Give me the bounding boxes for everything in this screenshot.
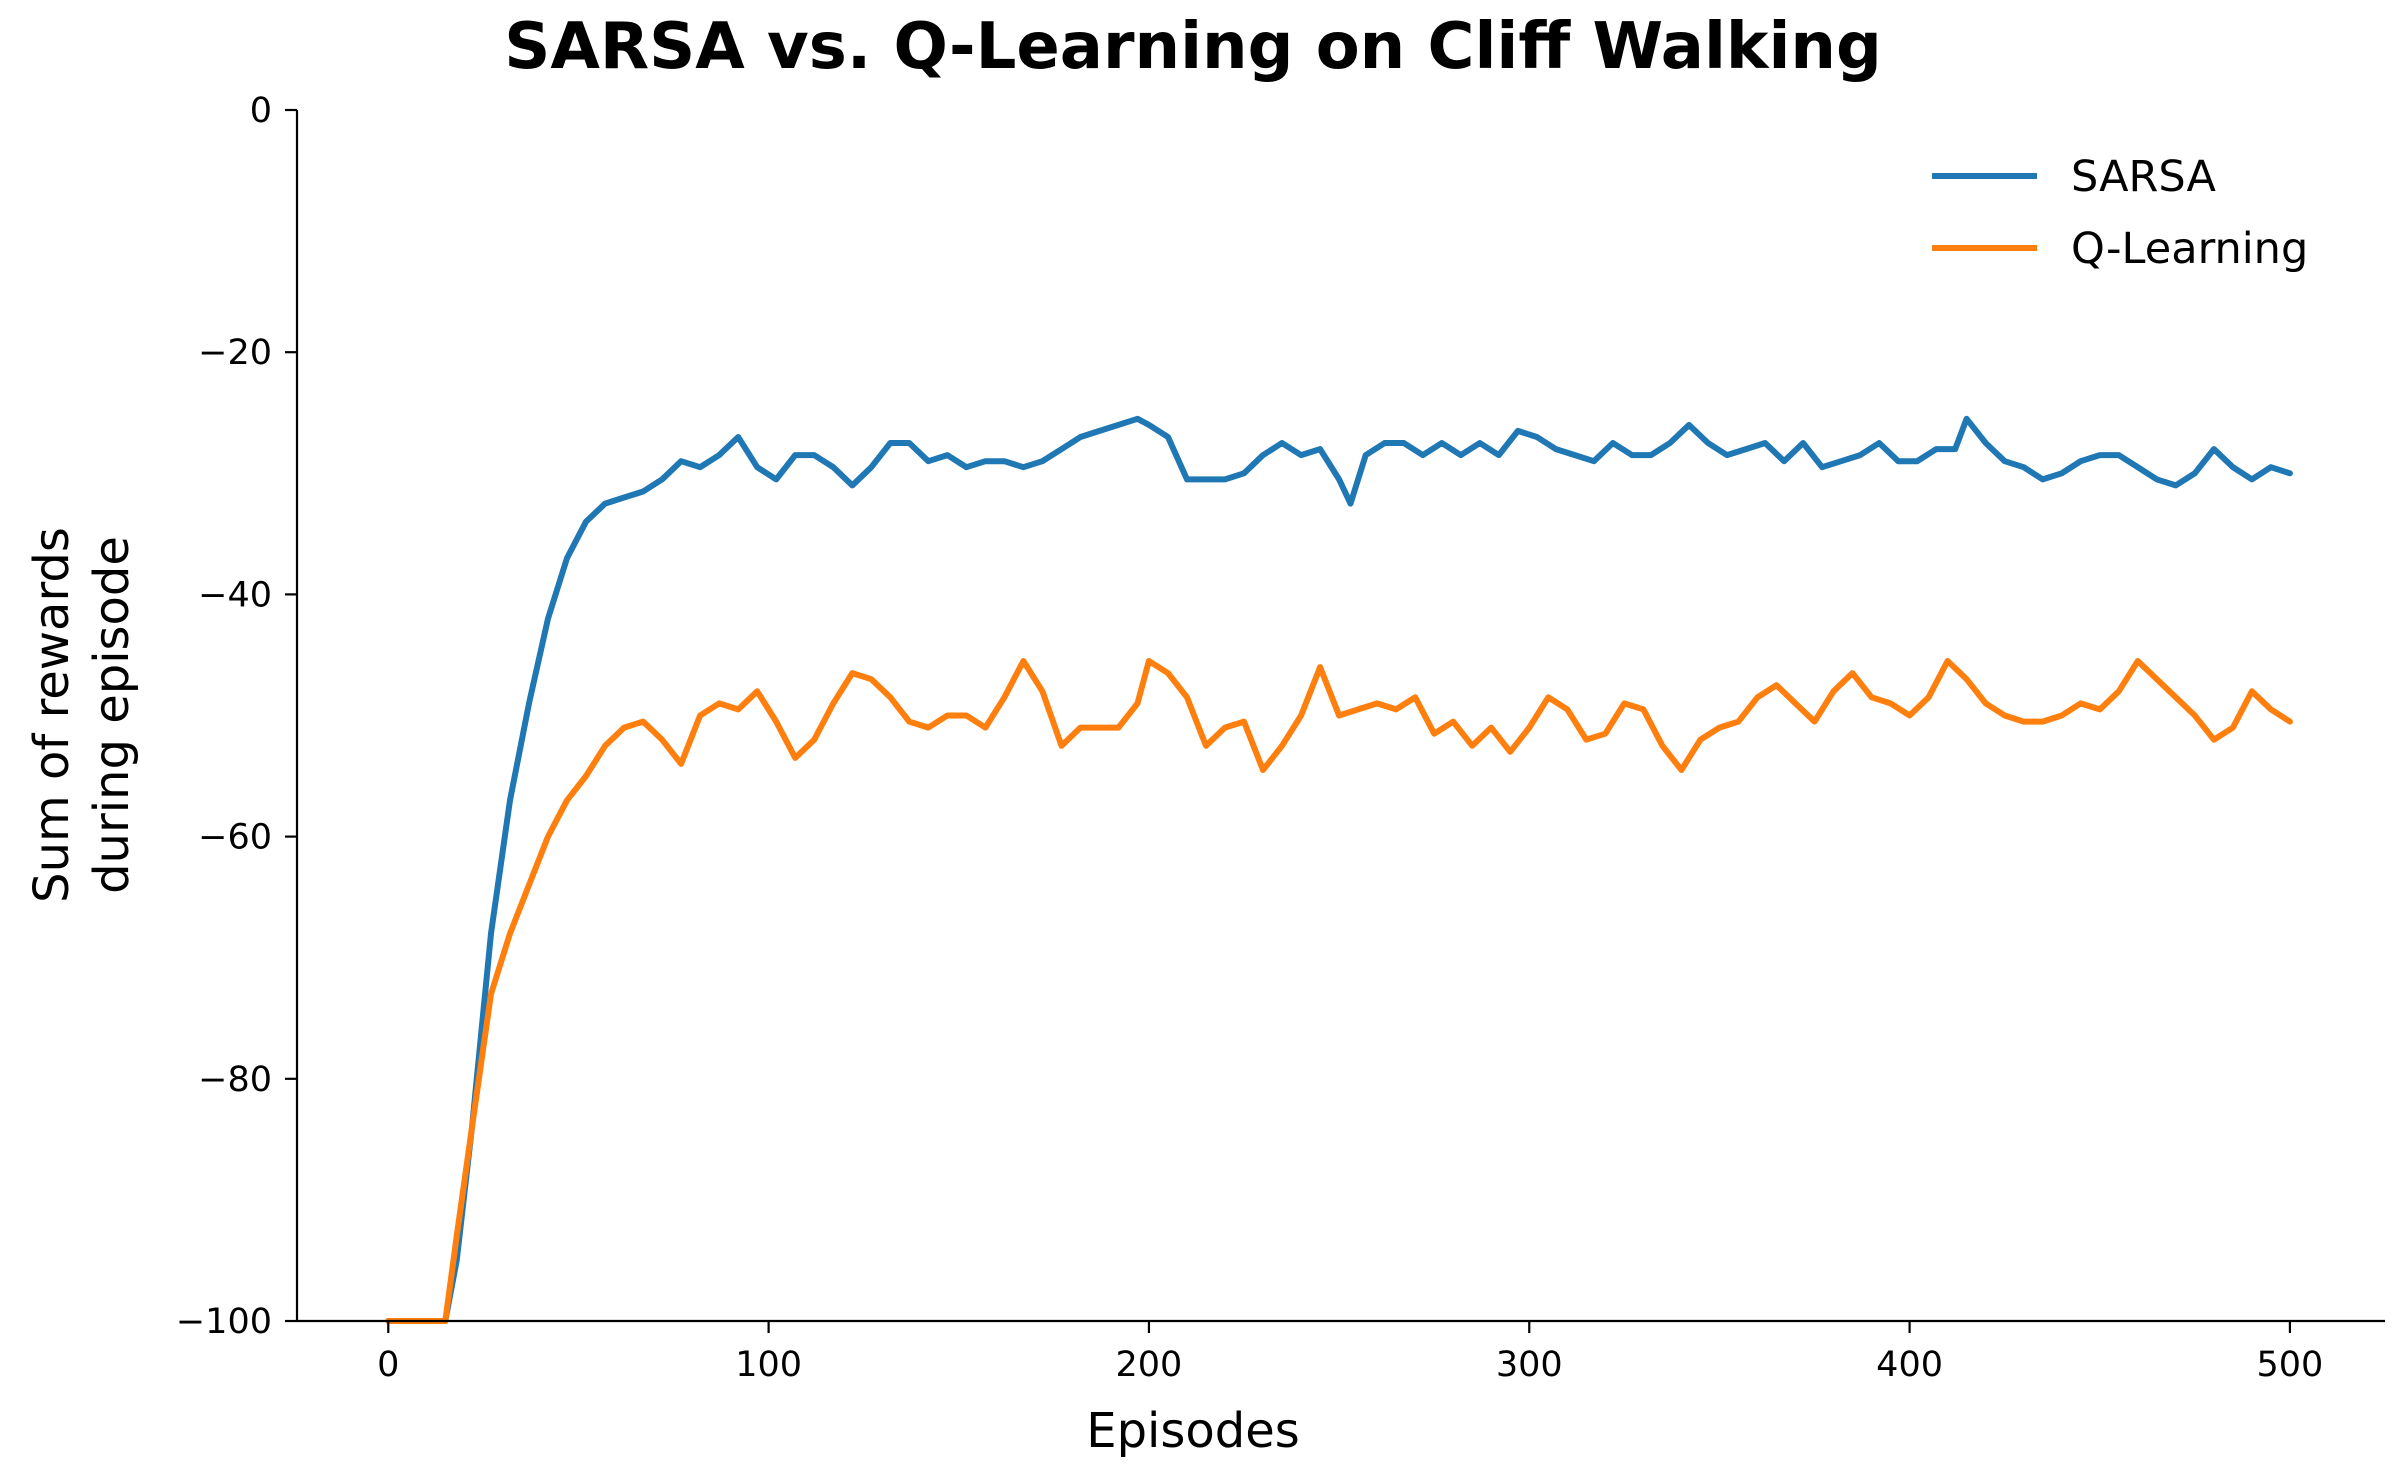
y-tick-label: −20 [198,333,272,373]
y-tick-label: 0 [250,91,272,131]
y-axis-label-line-1: Sum of rewards [24,527,80,903]
chart-title: SARSA vs. Q-Learning on Cliff Walking [504,10,1882,84]
legend: SARSA Q-Learning [1932,152,2308,274]
y-tick-label: −80 [198,1060,272,1100]
y-tick-label: −40 [198,575,272,615]
series-lines [385,415,2293,1324]
x-tick-label: 0 [377,1345,399,1385]
x-tick-label: 400 [1876,1345,1943,1385]
y-tick-label: −60 [198,818,272,858]
series-line-q-learning [385,658,2293,1324]
y-tick-label: −100 [176,1302,272,1342]
x-tick-label: 200 [1116,1345,1183,1385]
x-tick-label: 500 [2257,1345,2324,1385]
legend-label-q-learning: Q-Learning [2071,224,2308,274]
x-tick-label: 100 [735,1345,802,1385]
legend-label-sarsa: SARSA [2071,152,2216,202]
series-line-sarsa [385,415,2293,1324]
x-axis-ticks: 0 100 200 300 400 500 [377,1321,2323,1385]
y-axis-label-line-2: during episode [84,536,140,894]
y-axis-ticks: 0 −20 −40 −60 −80 −100 [176,91,297,1342]
x-tick-label: 300 [1496,1345,1563,1385]
x-axis-label: Episodes [1086,1403,1300,1459]
y-axis-label: Sum of rewards during episode [24,527,140,903]
